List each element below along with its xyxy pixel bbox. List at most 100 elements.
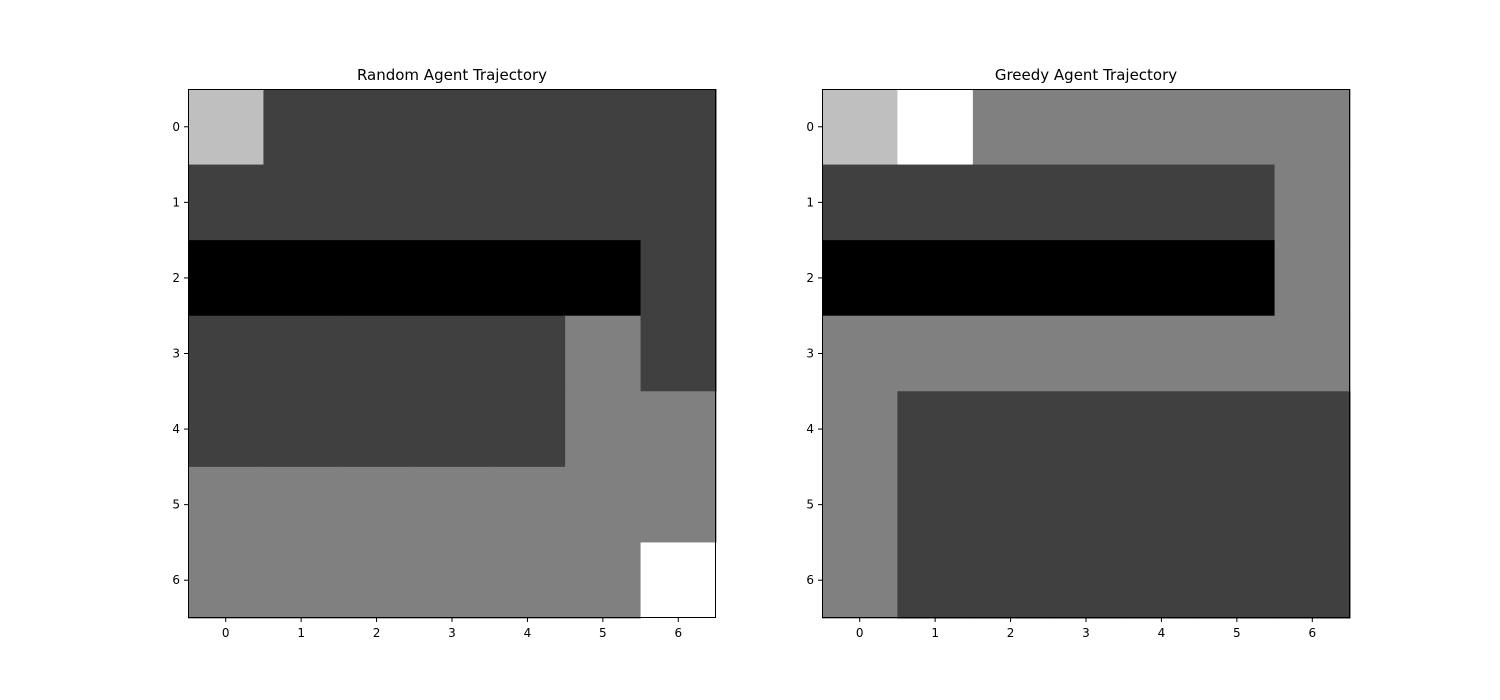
y-tick-label: 1 <box>806 195 814 209</box>
y-tick-label: 5 <box>806 498 814 512</box>
x-tick-label: 0 <box>222 626 230 640</box>
heatmap-cell <box>897 315 974 392</box>
heatmap-cells <box>822 89 1351 619</box>
heatmap-cell <box>1274 240 1351 317</box>
heatmap-cell <box>640 391 717 468</box>
heatmap-cell <box>1048 240 1125 317</box>
heatmap-cell <box>489 240 566 317</box>
heatmap-cell <box>640 542 717 619</box>
x-axis: 0 1 2 3 4 5 6 <box>856 618 1316 640</box>
x-tick-label: 3 <box>1082 626 1090 640</box>
heatmap-cell <box>1274 391 1351 468</box>
heatmap-cell <box>338 240 415 317</box>
heatmap-cell <box>188 240 265 317</box>
heatmap-cell <box>1123 391 1200 468</box>
heatmap-cell <box>414 542 491 619</box>
heatmap-cell <box>1123 164 1200 241</box>
heatmap-cell <box>972 391 1049 468</box>
x-axis: 0 1 2 3 4 5 6 <box>222 618 682 640</box>
y-tick-label: 1 <box>172 195 180 209</box>
heatmap-cell <box>1199 240 1276 317</box>
heatmap-cell <box>188 315 265 392</box>
heatmap-cell <box>188 466 265 544</box>
heatmap-cell <box>897 542 974 619</box>
heatmap-cell <box>1123 89 1200 166</box>
heatmap-cell <box>1048 315 1125 392</box>
random-agent-panel: Random Agent Trajectory 0 1 2 3 4 5 6 0 1 2 3 4 5 6 <box>172 66 717 640</box>
heatmap-cells <box>188 89 717 619</box>
x-tick-label: 3 <box>448 626 456 640</box>
heatmap-cell <box>1199 466 1276 544</box>
heatmap-cell <box>188 89 265 166</box>
heatmap-cell <box>1048 542 1125 619</box>
heatmap-cell <box>822 164 899 241</box>
heatmap-cell <box>263 315 340 392</box>
heatmap-cell <box>414 466 491 544</box>
heatmap-cell <box>565 164 642 241</box>
heatmap-cell <box>489 466 566 544</box>
heatmap-cell <box>972 89 1049 166</box>
x-tick-label: 1 <box>297 626 305 640</box>
heatmap-cell <box>1048 391 1125 468</box>
heatmap-cell <box>897 164 974 241</box>
heatmap-cell <box>1274 466 1351 544</box>
heatmap-cell <box>1123 542 1200 619</box>
heatmap-cell <box>822 542 899 619</box>
heatmap-cell <box>489 542 566 619</box>
heatmap-cell <box>414 391 491 468</box>
heatmap-cell <box>1274 89 1351 166</box>
x-tick-label: 4 <box>1158 626 1166 640</box>
heatmap-cell <box>489 315 566 392</box>
heatmap-cell <box>972 315 1049 392</box>
heatmap-cell <box>263 542 340 619</box>
heatmap-cell <box>338 89 415 166</box>
heatmap-cell <box>338 542 415 619</box>
heatmap-cell <box>565 315 642 392</box>
heatmap-cell <box>1199 391 1276 468</box>
heatmap-cell <box>565 542 642 619</box>
plot-frame <box>822 89 1350 618</box>
plot-frame <box>188 89 716 618</box>
heatmap-cell <box>414 315 491 392</box>
heatmap-cell <box>565 391 642 468</box>
heatmap-cell <box>1274 315 1351 392</box>
heatmap-cell <box>263 89 340 166</box>
y-tick-label: 2 <box>172 271 180 285</box>
heatmap-cell <box>489 89 566 166</box>
heatmap-cell <box>565 89 642 166</box>
heatmap-cell <box>489 164 566 241</box>
y-tick-label: 4 <box>172 422 180 436</box>
y-axis: 0 1 2 3 4 5 6 <box>806 120 822 587</box>
heatmap-cell <box>338 391 415 468</box>
heatmap-cell <box>640 164 717 241</box>
heatmap-cell <box>414 240 491 317</box>
heatmap-cell <box>263 466 340 544</box>
chart-title: Greedy Agent Trajectory <box>995 66 1177 84</box>
heatmap-cell <box>1199 315 1276 392</box>
heatmap-cell <box>188 542 265 619</box>
heatmap-cell <box>1199 89 1276 166</box>
y-tick-label: 3 <box>172 347 180 361</box>
heatmap-cell <box>1199 164 1276 241</box>
heatmap-cell <box>1274 164 1351 241</box>
x-tick-label: 1 <box>931 626 939 640</box>
heatmap-cell <box>1123 315 1200 392</box>
heatmap-cell <box>822 315 899 392</box>
heatmap-cell <box>263 240 340 317</box>
x-tick-label: 4 <box>524 626 532 640</box>
y-tick-label: 5 <box>172 498 180 512</box>
x-tick-label: 5 <box>599 626 607 640</box>
heatmap-cell <box>565 466 642 544</box>
heatmap-cell <box>972 240 1049 317</box>
greedy-agent-panel: Greedy Agent Trajectory 0 1 2 3 4 5 6 0 1 2 3 4 5 6 <box>806 66 1351 640</box>
heatmap-cell <box>972 164 1049 241</box>
heatmap-cell <box>188 391 265 468</box>
chart-title: Random Agent Trajectory <box>357 66 547 84</box>
y-tick-label: 0 <box>806 120 814 134</box>
heatmap-cell <box>414 164 491 241</box>
heatmap-cell <box>565 240 642 317</box>
heatmap-cell <box>822 466 899 544</box>
heatmap-cell <box>489 391 566 468</box>
heatmap-cell <box>972 542 1049 619</box>
heatmap-cell <box>1123 240 1200 317</box>
